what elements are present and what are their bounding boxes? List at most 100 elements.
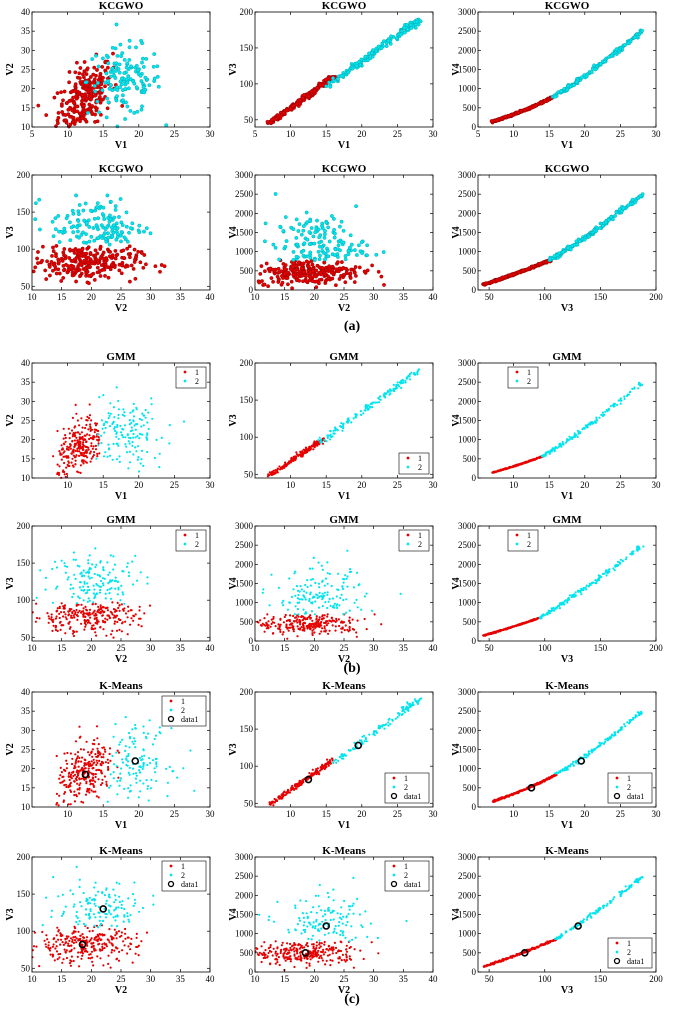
data-point	[78, 597, 81, 600]
data-point	[626, 203, 631, 208]
data-point	[346, 575, 349, 578]
data-point	[576, 429, 580, 432]
data-point	[637, 387, 640, 390]
data-point	[299, 585, 302, 588]
data-point	[64, 613, 67, 616]
data-point	[87, 559, 90, 562]
data-point	[104, 451, 107, 454]
data-point	[572, 83, 576, 88]
data-point	[262, 588, 265, 591]
data-point	[75, 602, 78, 605]
data-point	[45, 259, 49, 264]
data-point	[297, 278, 302, 283]
data-point	[80, 454, 83, 457]
data-point	[70, 108, 75, 113]
data-point	[121, 622, 124, 625]
data-point	[94, 53, 98, 58]
data-point	[60, 102, 64, 107]
data-point	[345, 420, 348, 423]
data-point	[102, 267, 107, 272]
data-point	[83, 80, 88, 85]
data-point	[500, 116, 504, 121]
data-point	[67, 622, 70, 625]
data-point	[86, 245, 91, 250]
data-point	[130, 426, 133, 429]
data-point	[54, 254, 58, 259]
data-point	[127, 230, 131, 235]
data-point	[121, 93, 125, 98]
data-point	[54, 624, 57, 627]
x-tick-label: 20	[580, 129, 590, 139]
data-point	[75, 608, 78, 612]
data-point	[267, 266, 272, 271]
data-point	[92, 216, 97, 221]
data-point	[77, 235, 81, 240]
data-point	[365, 628, 368, 631]
data-point	[575, 242, 580, 247]
data-point	[109, 597, 113, 600]
data-point	[140, 60, 144, 65]
x-axis-label: V2	[338, 303, 350, 314]
data-point	[78, 444, 82, 447]
data-point	[83, 588, 86, 592]
data-point	[71, 115, 76, 120]
data-point	[299, 620, 302, 623]
x-tick-label: 25	[340, 643, 350, 653]
data-point	[601, 414, 605, 418]
data-point	[530, 619, 533, 622]
data-point	[103, 431, 106, 434]
data-point	[313, 613, 316, 616]
data-point	[329, 604, 332, 608]
data-point	[85, 66, 90, 71]
data-point	[363, 617, 366, 621]
x-tick-label: 30	[206, 480, 216, 490]
data-point	[34, 201, 38, 206]
data-point	[85, 111, 90, 115]
legend-box	[398, 452, 430, 475]
data-point	[62, 451, 65, 454]
data-point	[311, 269, 316, 274]
section-label-a: (a)	[344, 319, 361, 334]
data-point	[140, 418, 143, 421]
data-point	[353, 601, 356, 604]
data-point	[277, 623, 280, 626]
data-point	[48, 617, 51, 620]
data-point	[122, 256, 126, 260]
data-point	[86, 415, 89, 418]
y-tick-label: 150	[240, 43, 254, 53]
data-point	[294, 605, 297, 608]
x-axis-label: V1	[115, 491, 127, 502]
data-point	[91, 624, 94, 627]
data-point	[114, 576, 117, 579]
data-point	[98, 95, 102, 99]
data-point	[633, 386, 636, 389]
data-point	[90, 57, 95, 61]
data-point	[289, 279, 294, 284]
data-point	[67, 460, 70, 463]
data-point	[86, 582, 89, 585]
data-point	[73, 616, 76, 619]
data-point	[82, 459, 85, 462]
data-point	[326, 225, 331, 230]
data-point	[297, 222, 302, 227]
data-point	[111, 579, 114, 582]
data-point	[93, 609, 96, 612]
data-point	[271, 621, 274, 624]
data-point	[78, 424, 81, 427]
data-point	[119, 230, 124, 234]
data-point	[56, 463, 59, 466]
data-point	[129, 461, 132, 464]
data-point	[324, 220, 329, 225]
legend: 12	[398, 529, 430, 552]
data-point	[315, 86, 320, 90]
data-point	[511, 625, 514, 628]
x-tick-label: 25	[393, 129, 403, 139]
data-point	[111, 422, 114, 426]
plot-title: KCGWO	[545, 0, 590, 12]
data-point	[146, 582, 149, 585]
data-point	[144, 416, 147, 419]
data-point	[609, 405, 612, 408]
data-point	[102, 568, 105, 571]
data-point	[284, 613, 287, 617]
x-tick-label: 10	[509, 129, 519, 139]
